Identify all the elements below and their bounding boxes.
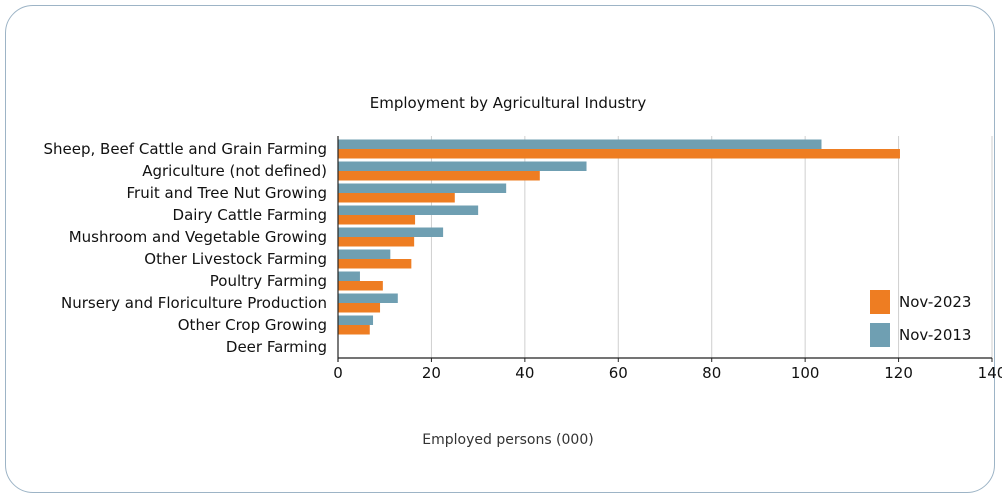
chart-title: Employment by Agricultural Industry bbox=[370, 94, 647, 112]
bar-nov-2013 bbox=[338, 227, 444, 237]
bar-nov-2023 bbox=[338, 149, 900, 159]
bar-nov-2023 bbox=[338, 325, 370, 335]
bar-nov-2013 bbox=[338, 293, 398, 303]
bar-nov-2023 bbox=[338, 237, 415, 247]
category-label: Mushroom and Vegetable Growing bbox=[69, 228, 327, 246]
x-tick-label: 100 bbox=[791, 364, 820, 382]
category-label: Poultry Farming bbox=[210, 272, 327, 290]
category-label: Other Crop Growing bbox=[178, 316, 327, 334]
bar-nov-2013 bbox=[338, 249, 391, 259]
category-label: Sheep, Beef Cattle and Grain Farming bbox=[44, 140, 328, 158]
x-tick-label: 140 bbox=[978, 364, 1002, 382]
bar-nov-2023 bbox=[338, 259, 412, 269]
category-label: Agriculture (not defined) bbox=[142, 162, 327, 180]
x-tick-label: 60 bbox=[609, 364, 628, 382]
x-tick-label: 80 bbox=[702, 364, 721, 382]
category-label: Dairy Cattle Farming bbox=[173, 206, 327, 224]
bar-nov-2013 bbox=[338, 139, 822, 149]
bars bbox=[338, 139, 900, 335]
x-axis-label: Employed persons (000) bbox=[422, 432, 593, 448]
bar-nov-2013 bbox=[338, 161, 587, 171]
x-tick-label: 20 bbox=[422, 364, 441, 382]
legend-label: Nov-2013 bbox=[899, 326, 971, 344]
bar-nov-2013 bbox=[338, 183, 507, 193]
bar-nov-2023 bbox=[338, 215, 416, 225]
category-label: Fruit and Tree Nut Growing bbox=[126, 184, 327, 202]
bar-nov-2023 bbox=[338, 193, 455, 203]
x-tick-label: 120 bbox=[884, 364, 913, 382]
category-label: Deer Farming bbox=[226, 338, 327, 356]
x-tick-label: 40 bbox=[515, 364, 534, 382]
legend: Nov-2023 Nov-2013 bbox=[870, 290, 971, 347]
legend-swatch bbox=[870, 323, 890, 347]
category-label: Nursery and Floriculture Production bbox=[61, 294, 327, 312]
x-tick-labels: 0 20 40 60 80 100 120 140 bbox=[333, 358, 1002, 382]
chart-frame bbox=[5, 5, 995, 493]
bar-nov-2013 bbox=[338, 205, 479, 215]
legend-label: Nov-2023 bbox=[899, 293, 971, 311]
bar-nov-2023 bbox=[338, 171, 540, 181]
bar-nov-2023 bbox=[338, 281, 383, 291]
x-tick-label: 0 bbox=[333, 364, 343, 382]
category-label: Other Livestock Farming bbox=[144, 250, 327, 268]
bar-nov-2023 bbox=[338, 303, 381, 313]
category-labels: Sheep, Beef Cattle and Grain Farming Agri… bbox=[44, 140, 328, 356]
bar-nov-2013 bbox=[338, 271, 360, 281]
legend-swatch bbox=[870, 290, 890, 314]
bar-nov-2013 bbox=[338, 315, 374, 325]
